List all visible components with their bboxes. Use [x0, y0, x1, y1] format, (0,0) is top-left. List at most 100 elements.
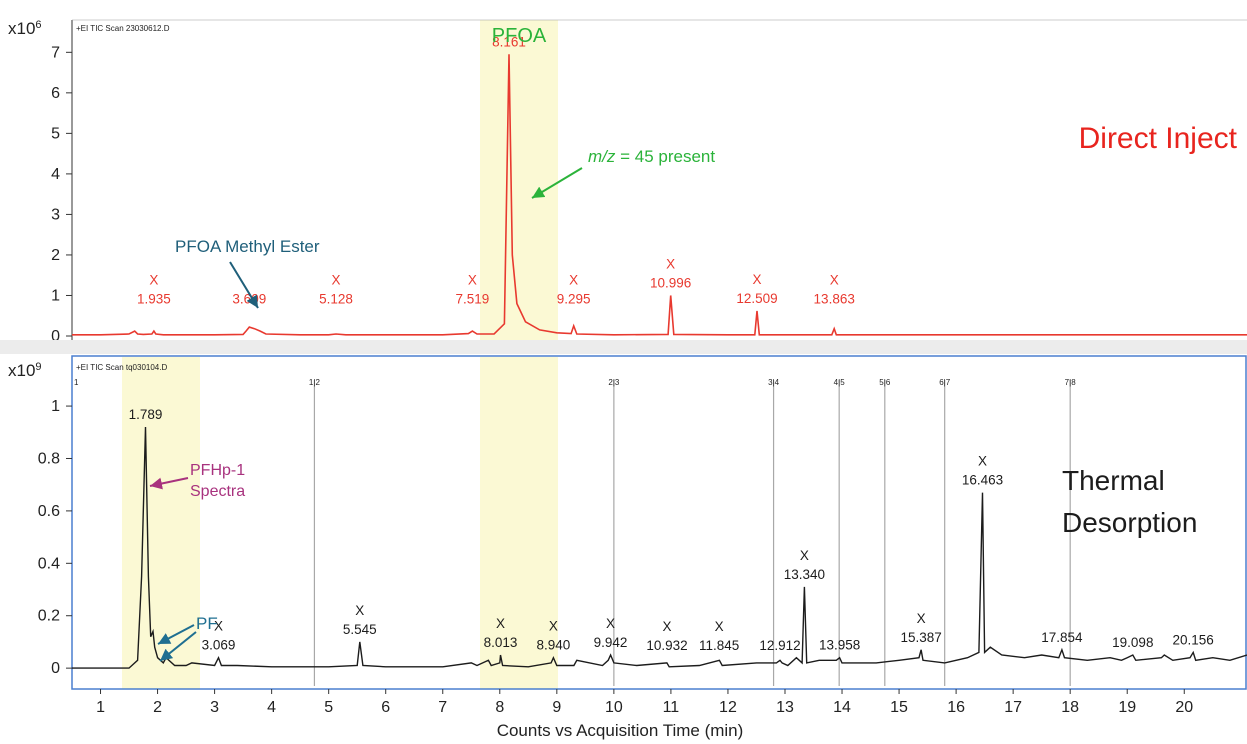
- x-axis-title: Counts vs Acquisition Time (min): [497, 721, 744, 740]
- bottom-y-ticks: 0 0.2 0.4 0.6 0.8 1: [38, 398, 72, 677]
- bottom-panel-header: +EI TIC Scan tq030104.D: [76, 363, 167, 372]
- bottom-peak-label: 13.958: [819, 638, 860, 653]
- x-tick-label: 6: [381, 699, 390, 716]
- top-annotation-mz-arrow: [531, 167, 583, 199]
- bottom-y-tick-label: 1: [51, 398, 60, 415]
- x-tick-label: 10: [605, 699, 623, 716]
- bottom-y-tick-label: 0.2: [38, 608, 60, 625]
- x-tick-label: 1: [96, 699, 105, 716]
- top-peak-label: 1.935: [137, 292, 171, 307]
- bottom-plot-background: [72, 357, 1247, 689]
- bottom-y-tick-label: 0.8: [38, 450, 60, 467]
- bottom-peak-marker: X: [917, 611, 926, 626]
- top-highlight-label: PFOA: [492, 25, 547, 47]
- top-annotation-ester-arrow: [229, 261, 259, 309]
- top-peak-marker: X: [331, 273, 340, 288]
- segment-label: 1: [74, 378, 79, 387]
- x-tick-label: 2: [153, 699, 162, 716]
- x-tick-label: 15: [890, 699, 908, 716]
- bottom-plot-frame: [71, 355, 1247, 690]
- top-y-scale-label: x106: [8, 19, 42, 38]
- x-tick-label: 13: [776, 699, 794, 716]
- x-tick-label: 14: [833, 699, 851, 716]
- bottom-peak-label: 13.340: [784, 567, 825, 582]
- bottom-peak-label: 19.098: [1112, 635, 1153, 650]
- segment-label: 4|5: [834, 378, 846, 387]
- bottom-y-scale-label: x109: [8, 361, 42, 380]
- top-annotation-ester: PFOA Methyl Ester: [175, 237, 320, 256]
- bottom-peak-marker: X: [715, 619, 724, 634]
- bottom-annotation-pfhp-line1: PFHp-1: [190, 462, 245, 479]
- segment-label: 7|8: [1065, 378, 1077, 387]
- top-peak-label: 7.519: [455, 292, 489, 307]
- bottom-peak-label: 10.932: [646, 638, 687, 653]
- top-panel-header: +EI TIC Scan 23030612.D: [76, 24, 170, 33]
- top-y-tick-label: 6: [51, 85, 60, 102]
- bottom-y-tick-label: 0: [51, 660, 60, 677]
- segment-label: 6|7: [939, 378, 951, 387]
- top-pfoa-highlight: [480, 20, 558, 340]
- bottom-peak-label: 8.940: [537, 638, 571, 653]
- bottom-peak-label: 12.912: [759, 638, 800, 653]
- top-chromatogram-line: [72, 54, 1247, 336]
- panel-divider: [0, 340, 1247, 354]
- bottom-pfoa-highlight: [480, 357, 558, 689]
- x-tick-label: 3: [210, 699, 219, 716]
- bottom-peak-marker: X: [663, 619, 672, 634]
- top-panel: +EI TIC Scan 23030612.D x106 0 1 2 3 4 5 6 7 1.…: [8, 19, 1247, 345]
- bottom-peak-labels: 1.789 3.069 X 5.545 X 8.013 X 8.940 X 9.942 X 10.93…: [129, 407, 1214, 653]
- x-tick-label: 18: [1061, 699, 1079, 716]
- segment-markers: 1 1|2 2|3 3|4 4|5 5|6 6|7 7|8: [74, 378, 1076, 686]
- x-tick-label: 4: [267, 699, 276, 716]
- bottom-peak-label: 15.387: [900, 630, 941, 645]
- top-plot-background: [72, 20, 1247, 340]
- top-peak-label: 5.128: [319, 292, 353, 307]
- top-peak-marker: X: [468, 273, 477, 288]
- bottom-peak-label: 20.156: [1173, 632, 1214, 647]
- bottom-peak-label: 9.942: [594, 635, 628, 650]
- x-tick-label: 8: [495, 699, 504, 716]
- segment-label: 3|4: [768, 378, 780, 387]
- top-peak-marker: X: [830, 273, 839, 288]
- bottom-peak-marker: X: [606, 616, 615, 631]
- x-tick-label: 16: [947, 699, 965, 716]
- bottom-y-tick-label: 0.4: [38, 555, 60, 572]
- top-peak-marker: X: [666, 256, 675, 271]
- top-y-tick-label: 2: [51, 247, 60, 264]
- bottom-corner-label-line1: Thermal: [1062, 465, 1165, 496]
- top-peak-marker: X: [149, 273, 158, 288]
- x-tick-label: 5: [324, 699, 333, 716]
- bottom-annotation-pf-arrow2: [159, 631, 197, 662]
- bottom-peak-label: 1.789: [129, 407, 163, 422]
- bottom-peak-marker: X: [549, 619, 558, 634]
- x-tick-label: 19: [1118, 699, 1136, 716]
- bottom-annotation-pfhp-arrow: [149, 477, 189, 490]
- bottom-annotation-pfhp-line2: Spectra: [190, 483, 245, 500]
- x-tick-label: 20: [1175, 699, 1193, 716]
- top-peak-marker: X: [569, 273, 578, 288]
- top-peak-label: 13.863: [814, 292, 855, 307]
- top-y-tick-label: 1: [51, 287, 60, 304]
- x-tick-label: 11: [663, 699, 680, 716]
- bottom-chromatogram-line: [72, 426, 1247, 669]
- bottom-annotation-pf-arrow1: [157, 624, 195, 645]
- top-y-tick-label: 7: [51, 44, 60, 61]
- top-peak-label: 12.509: [736, 291, 777, 306]
- x-tick-label: 17: [1004, 699, 1022, 716]
- x-axis-ticks: 1 2 3 4 5 6 7 8 9 10 11 12 13 14 15 16 17 18 19 20: [96, 689, 1193, 716]
- bottom-peak-label: 3.069: [202, 638, 236, 653]
- segment-label: 5|6: [879, 378, 891, 387]
- top-peak-marker: X: [752, 272, 761, 287]
- top-annotation-mz: m/z = 45 present: [588, 147, 715, 166]
- top-y-tick-label: 3: [51, 206, 60, 223]
- bottom-corner-label-line2: Desorption: [1062, 507, 1197, 538]
- x-tick-label: 9: [552, 699, 561, 716]
- bottom-peak-label: 11.845: [699, 638, 739, 653]
- top-peak-label: 8.161: [492, 34, 526, 49]
- top-corner-label: Direct Inject: [1079, 122, 1238, 155]
- segment-label: 1|2: [309, 378, 321, 387]
- bottom-panel: 1 1|2 2|3 3|4 4|5 5|6 6|7 7|8 +EI TIC Scan tq03…: [8, 355, 1247, 740]
- bottom-peak-marker: X: [978, 454, 987, 469]
- top-y-tick-label: 0: [51, 328, 60, 345]
